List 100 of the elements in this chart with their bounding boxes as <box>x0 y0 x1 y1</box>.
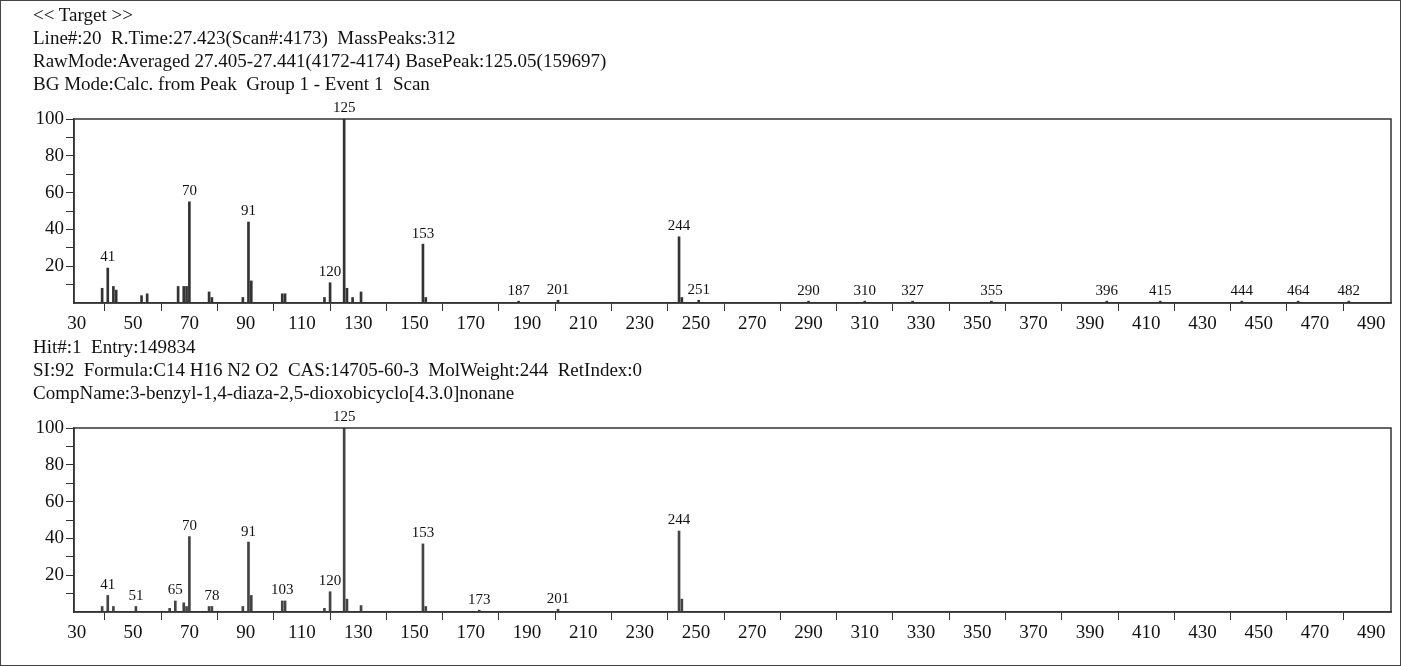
text: CompName:3-benzyl-1,4-diaza-2,5-dioxobicyclo[4.3.0]nonane <box>33 381 516 404</box>
x-tick-label: 90 <box>236 621 256 643</box>
annotation: 355 <box>980 281 1003 298</box>
x-tick-label: 270 <box>737 312 767 334</box>
x-tick-label: 210 <box>569 621 598 643</box>
text: RawMode:Averaged 27.405-27.441(4172-4174) BasePeak:125.05(159697) <box>33 49 608 72</box>
y-tick-label: 80 <box>45 143 64 165</box>
x-tick-label: 150 <box>400 312 429 334</box>
x-tick-label: 230 <box>625 621 654 643</box>
text: BG Mode:Calc. from Peak Group 1 - Event 1 Scan <box>33 72 431 95</box>
x-tick-label: 490 <box>1357 621 1386 643</box>
x-tick-label: 130 <box>343 312 373 334</box>
y-tick-label: 40 <box>45 526 64 548</box>
annotation: 482 <box>1337 281 1361 298</box>
x-tick-label: 430 <box>1188 312 1217 334</box>
x-tick-label: 210 <box>569 312 598 334</box>
x-tick-label: 50 <box>123 621 143 643</box>
x-tick-label: 230 <box>625 312 654 334</box>
x-tick-label: 490 <box>1357 312 1386 334</box>
x-tick-label: 250 <box>681 621 711 643</box>
bar <box>182 602 186 612</box>
y-tick-label: 60 <box>45 489 64 511</box>
annotation: 444 <box>1230 281 1254 298</box>
annotation: 251 <box>687 280 710 297</box>
x-tick-label: 150 <box>400 621 429 643</box>
y-tick-label: 100 <box>35 415 64 437</box>
annotation: 187 <box>507 281 531 298</box>
x-tick-label: 330 <box>906 621 936 643</box>
bar <box>173 600 177 612</box>
annotation: 120 <box>318 263 342 280</box>
x-tick-label: 330 <box>906 312 936 334</box>
y-tick-label: 80 <box>45 452 64 474</box>
x-tick-label: 190 <box>512 621 542 643</box>
x-tick-label: 410 <box>1131 621 1161 643</box>
x-tick-label: 90 <box>236 312 256 334</box>
x-tick-label: 410 <box>1131 312 1161 334</box>
annotation: 125 <box>332 408 356 425</box>
y-tick-label: 20 <box>45 563 64 585</box>
x-tick-label: 110 <box>288 621 316 643</box>
annotation: 327 <box>901 281 925 298</box>
x-tick-label: 30 <box>67 312 87 334</box>
x-tick-label: 350 <box>963 312 992 334</box>
x-tick-label: 310 <box>850 312 880 334</box>
x-tick-label: 170 <box>456 312 486 334</box>
x-tick-label: 310 <box>850 621 880 643</box>
x-tick-label: 470 <box>1300 621 1330 643</box>
y-tick-label: 100 <box>35 106 64 128</box>
x-tick-label: 370 <box>1019 312 1048 334</box>
x-tick-label: 250 <box>681 312 711 334</box>
annotation: 173 <box>467 590 491 607</box>
bar <box>247 541 250 612</box>
annotation: 70 <box>181 182 197 199</box>
x-tick-label: 390 <box>1075 312 1105 334</box>
x-tick-label: 110 <box>288 312 316 334</box>
x-tick-label: 70 <box>179 312 199 334</box>
x-tick-label: 270 <box>737 621 767 643</box>
bar <box>188 536 191 612</box>
x-tick-label: 50 <box>123 312 143 334</box>
annotation: 396 <box>1095 281 1119 298</box>
chart-title: Hit#:1 Entry:149834 <box>33 335 197 358</box>
x-tick-label: 450 <box>1244 312 1273 334</box>
x-tick-label: 430 <box>1188 621 1217 643</box>
annotation: 51 <box>128 586 144 603</box>
chart-subtitle: SI:92 Formula:C14 H16 N2 O2 CAS:14705-60-3 MolWeight:244 RetIndex:0 <box>33 358 644 381</box>
annotation: 125 <box>332 99 356 116</box>
annotation: 153 <box>411 224 435 241</box>
x-tick-label: 170 <box>456 621 486 643</box>
x-tick-label: 350 <box>963 621 992 643</box>
annotation: 41 <box>100 575 116 592</box>
annotation: 91 <box>240 202 256 219</box>
chart-title: << Target >> <box>33 3 134 26</box>
chart-subtitle: Line#:20 R.Time:27.423(Scan#:4173) MassPeaks:312 <box>33 26 457 49</box>
x-tick-label: 450 <box>1244 621 1273 643</box>
annotation: 103 <box>270 581 294 598</box>
x-tick-label: 290 <box>794 312 823 334</box>
x-tick-label: 190 <box>512 312 542 334</box>
annotation: 244 <box>667 511 691 528</box>
bar <box>106 595 110 612</box>
annotation: 65 <box>167 581 183 598</box>
x-tick-label: 130 <box>343 621 373 643</box>
annotation: 120 <box>318 572 342 589</box>
x-tick-label: 370 <box>1019 621 1048 643</box>
annotation: 153 <box>411 524 435 541</box>
x-tick-label: 70 <box>179 621 199 643</box>
y-tick-label: 40 <box>45 217 64 239</box>
y-tick-label: 60 <box>45 180 64 202</box>
annotation: 290 <box>797 281 820 298</box>
annotation: 464 <box>1286 281 1310 298</box>
annotation: 91 <box>240 522 256 539</box>
x-tick-label: 30 <box>67 621 87 643</box>
x-tick-label: 390 <box>1075 621 1105 643</box>
annotation: 201 <box>546 589 570 606</box>
y-tick-label: 20 <box>45 254 64 276</box>
annotation: 310 <box>853 281 877 298</box>
annotation: 244 <box>667 217 691 234</box>
annotation: 415 <box>1148 281 1172 298</box>
x-tick-label: 290 <box>794 621 823 643</box>
annotation: 201 <box>546 280 570 297</box>
annotation: 78 <box>204 586 220 603</box>
annotation: 70 <box>181 517 197 533</box>
